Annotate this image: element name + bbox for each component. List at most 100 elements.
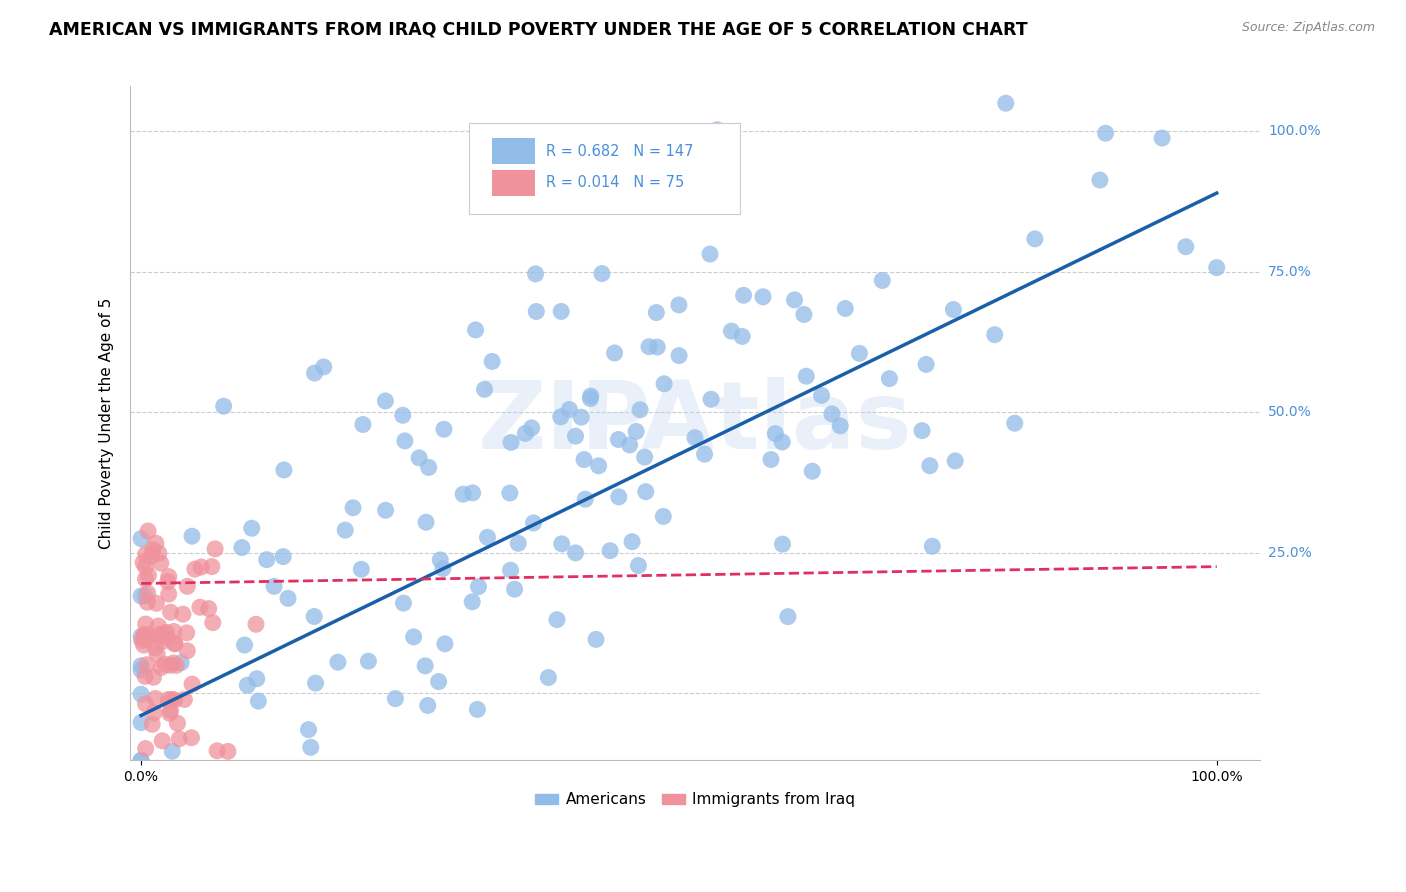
- Point: [335, 523, 357, 537]
- Point: [263, 579, 285, 593]
- Point: [145, 596, 167, 610]
- Point: [918, 458, 941, 473]
- Point: [1094, 126, 1116, 140]
- Point: [524, 304, 547, 318]
- Point: [297, 723, 319, 737]
- Point: [1152, 131, 1174, 145]
- Text: 50.0%: 50.0%: [1268, 405, 1312, 419]
- Point: [634, 484, 657, 499]
- Point: [141, 717, 163, 731]
- Point: [1004, 416, 1026, 430]
- Point: [770, 435, 793, 450]
- Point: [146, 647, 169, 661]
- Point: [591, 267, 613, 281]
- Point: [759, 452, 782, 467]
- Point: [645, 340, 668, 354]
- Point: [163, 624, 186, 639]
- Point: [693, 447, 716, 461]
- Point: [546, 613, 568, 627]
- Point: [304, 676, 326, 690]
- Point: [911, 424, 934, 438]
- Point: [879, 371, 901, 385]
- Point: [461, 595, 484, 609]
- Point: [834, 301, 856, 316]
- Point: [172, 607, 194, 622]
- Point: [994, 96, 1017, 111]
- Point: [619, 438, 641, 452]
- Point: [652, 509, 675, 524]
- Point: [149, 556, 172, 570]
- Point: [160, 692, 183, 706]
- Point: [551, 537, 574, 551]
- Point: [599, 543, 621, 558]
- Point: [176, 625, 198, 640]
- Point: [499, 435, 522, 450]
- Point: [134, 631, 156, 645]
- Point: [624, 425, 647, 439]
- Point: [152, 627, 174, 641]
- Point: [413, 658, 436, 673]
- Point: [515, 426, 537, 441]
- Point: [579, 389, 602, 403]
- Point: [201, 615, 224, 630]
- Text: AMERICAN VS IMMIGRANTS FROM IRAQ CHILD POVERTY UNDER THE AGE OF 5 CORRELATION CH: AMERICAN VS IMMIGRANTS FROM IRAQ CHILD P…: [49, 21, 1028, 38]
- Point: [915, 358, 938, 372]
- Point: [564, 546, 586, 560]
- Point: [136, 586, 159, 600]
- Point: [433, 637, 456, 651]
- Point: [299, 740, 322, 755]
- Text: Source: ZipAtlas.com: Source: ZipAtlas.com: [1241, 21, 1375, 34]
- Point: [129, 753, 152, 767]
- Point: [135, 741, 157, 756]
- Point: [159, 605, 181, 619]
- Point: [162, 744, 184, 758]
- Point: [1205, 260, 1227, 275]
- Point: [156, 631, 179, 645]
- Text: R = 0.014   N = 75: R = 0.014 N = 75: [546, 175, 685, 190]
- Point: [810, 388, 832, 402]
- Point: [163, 637, 186, 651]
- Point: [247, 694, 270, 708]
- Point: [558, 402, 581, 417]
- Point: [467, 580, 489, 594]
- Point: [607, 490, 630, 504]
- Point: [176, 579, 198, 593]
- Point: [212, 399, 235, 413]
- FancyBboxPatch shape: [492, 138, 534, 164]
- Point: [134, 627, 156, 641]
- Point: [145, 691, 167, 706]
- Point: [138, 568, 160, 582]
- Point: [427, 674, 450, 689]
- Point: [503, 582, 526, 597]
- Point: [131, 633, 153, 648]
- Point: [136, 632, 159, 647]
- Point: [524, 267, 547, 281]
- Point: [783, 293, 806, 307]
- Point: [652, 376, 675, 391]
- Point: [256, 552, 278, 566]
- Text: ZIPAtlas: ZIPAtlas: [478, 377, 912, 469]
- Point: [197, 601, 219, 615]
- Point: [136, 627, 159, 641]
- Point: [451, 487, 474, 501]
- Point: [467, 702, 489, 716]
- Point: [188, 600, 211, 615]
- Point: [157, 692, 180, 706]
- Point: [752, 290, 775, 304]
- Point: [148, 619, 170, 633]
- Point: [159, 704, 181, 718]
- Point: [848, 346, 870, 360]
- Point: [156, 574, 179, 589]
- Point: [150, 660, 173, 674]
- Point: [129, 663, 152, 677]
- Point: [134, 559, 156, 574]
- Point: [733, 288, 755, 302]
- Point: [135, 617, 157, 632]
- Point: [135, 697, 157, 711]
- Point: [772, 537, 794, 551]
- Point: [129, 532, 152, 546]
- FancyBboxPatch shape: [470, 123, 740, 214]
- Point: [603, 346, 626, 360]
- Point: [1174, 240, 1197, 254]
- Point: [499, 486, 522, 500]
